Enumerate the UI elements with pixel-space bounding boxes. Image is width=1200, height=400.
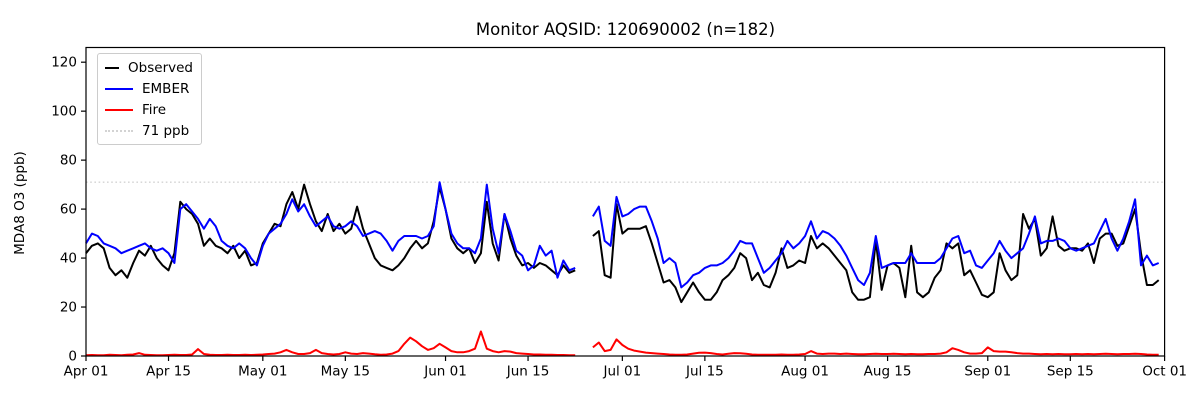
legend-item-observed: Observed — [105, 61, 193, 75]
x-tick-label: Aug 01 — [781, 364, 829, 380]
ember-line-swatch — [105, 88, 133, 90]
x-tick-label: May 01 — [238, 364, 287, 380]
ember-line — [85, 181, 1160, 289]
legend-label-threshold: 71 ppb — [142, 123, 190, 139]
y-tick-label: 40 — [60, 251, 77, 267]
x-tick-label: Jul 15 — [685, 364, 724, 380]
x-tick-label: Jun 01 — [423, 364, 467, 380]
chart-title: Monitor AQSID: 120690002 (n=182) — [475, 20, 776, 39]
y-axis-label: MDA8 O3 (ppb) — [12, 151, 28, 255]
legend-label-fire: Fire — [142, 102, 167, 118]
threshold-line-swatch — [105, 130, 133, 132]
x-tick-label: Jul 01 — [602, 364, 641, 380]
x-tick-label: Oct 01 — [1142, 364, 1187, 380]
legend-item-threshold: 71 ppb — [105, 124, 193, 138]
y-tick-label: 60 — [60, 202, 77, 218]
legend: Observed EMBER Fire 71 ppb — [97, 53, 202, 145]
x-tick-label: Sep 01 — [964, 364, 1011, 380]
legend-label-observed: Observed — [128, 60, 193, 76]
y-tick-label: 120 — [51, 55, 77, 71]
observed-line-swatch — [105, 67, 120, 69]
fire-line-swatch — [105, 109, 133, 111]
legend-label-ember: EMBER — [142, 81, 190, 97]
axes-box — [85, 46, 1166, 357]
y-tick-label: 80 — [60, 153, 77, 169]
x-tick-label: Jun 15 — [506, 364, 550, 380]
y-tick-label: 100 — [51, 104, 77, 120]
fire-line — [85, 330, 1159, 357]
legend-item-ember: EMBER — [105, 82, 193, 96]
x-tick-label: Sep 15 — [1047, 364, 1094, 380]
x-tick-label: May 15 — [321, 364, 370, 380]
x-tick-label: Apr 15 — [146, 364, 191, 380]
x-tick-label: Aug 15 — [864, 364, 912, 380]
y-tick-label: 20 — [60, 300, 77, 316]
y-tick-label: 0 — [68, 349, 77, 365]
legend-item-fire: Fire — [105, 103, 193, 117]
x-tick-label: Apr 01 — [64, 364, 109, 380]
